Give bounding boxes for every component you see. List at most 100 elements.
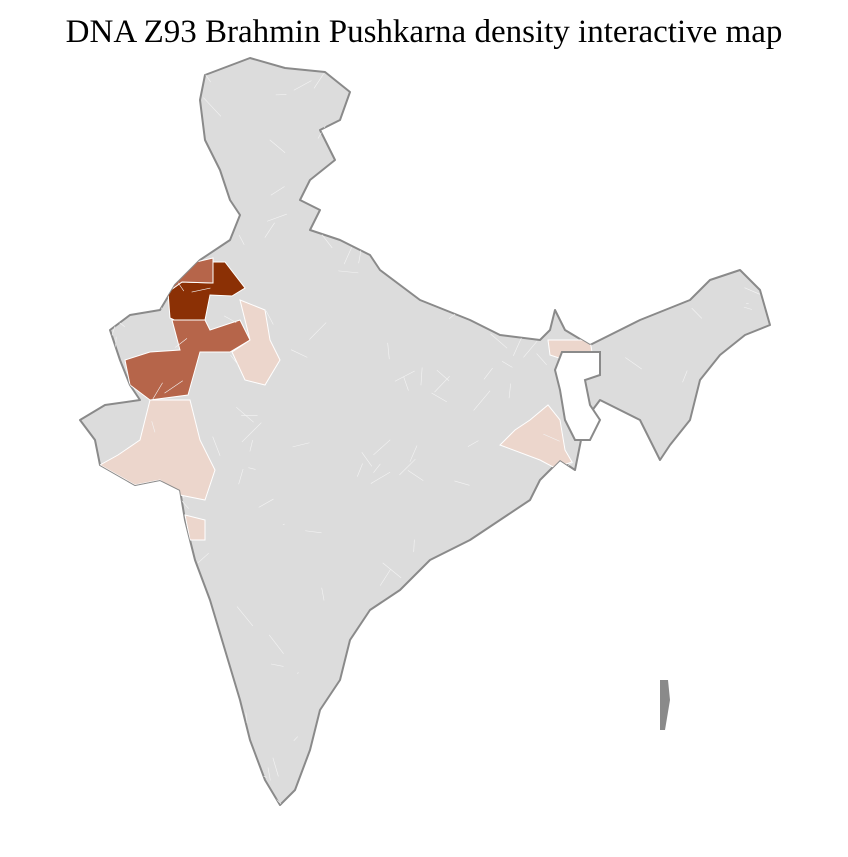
- district-line: [403, 603, 414, 624]
- district-line: [558, 63, 574, 72]
- district-line: [382, 562, 402, 579]
- district-line: [269, 634, 284, 654]
- district-line: [632, 70, 635, 79]
- district-line: [364, 110, 382, 128]
- india-outline[interactable]: [79, 57, 771, 806]
- district-line: [428, 586, 441, 604]
- district-line: [461, 802, 468, 805]
- district-line: [399, 458, 416, 476]
- region-low-konkan[interactable]: [184, 514, 206, 541]
- district-line: [384, 686, 388, 690]
- district-line: [236, 606, 254, 627]
- district-line: [513, 337, 522, 357]
- district-line: [613, 579, 627, 590]
- district-line: [270, 186, 285, 196]
- district-line: [113, 368, 121, 376]
- district-line: [490, 333, 508, 349]
- district-line: [82, 783, 88, 794]
- region-low-east-raj[interactable]: [231, 299, 281, 386]
- district-line: [147, 204, 160, 220]
- district-line: [550, 177, 553, 179]
- district-line: [625, 357, 643, 370]
- district-line: [230, 354, 239, 365]
- district-line: [223, 315, 237, 323]
- district-line: [238, 468, 244, 485]
- district-line: [513, 550, 527, 563]
- district-line: [629, 269, 637, 287]
- district-line: [518, 58, 539, 67]
- district-line: [345, 117, 348, 128]
- district-line: [80, 236, 90, 245]
- district-line: [367, 737, 381, 751]
- district-line: [520, 237, 532, 245]
- district-line: [455, 668, 470, 684]
- district-line: [513, 237, 516, 251]
- district-line: [649, 502, 653, 521]
- district-line: [436, 369, 450, 381]
- district-line: [724, 524, 736, 533]
- district-line: [764, 335, 770, 352]
- district-line: [168, 587, 184, 607]
- bangladesh-gap: [553, 351, 602, 441]
- district-line: [407, 470, 424, 481]
- district-line: [497, 126, 514, 135]
- district-line: [296, 672, 299, 674]
- district-line: [531, 711, 543, 726]
- district-line: [522, 169, 540, 172]
- district-line: [747, 406, 767, 421]
- district-line: [394, 370, 415, 382]
- district-line: [264, 222, 275, 238]
- district-line: [212, 436, 221, 456]
- district-line: [191, 287, 211, 293]
- district-line: [373, 439, 391, 456]
- andaman-islands: [660, 680, 670, 730]
- region-medium-west[interactable]: [124, 319, 251, 401]
- district-line: [175, 338, 188, 348]
- district-line: [573, 671, 593, 683]
- district-line: [233, 764, 240, 769]
- district-line: [390, 229, 402, 233]
- district-line: [501, 361, 513, 368]
- district-line: [373, 146, 377, 153]
- map-title: DNA Z93 Brahmin Pushkarna density intera…: [65, 14, 783, 50]
- district-line: [646, 614, 664, 634]
- district-line: [673, 623, 677, 640]
- district-line: [269, 139, 286, 153]
- district-line: [417, 138, 420, 150]
- district-line: [744, 287, 760, 295]
- district-line: [210, 701, 212, 703]
- district-line: [756, 647, 770, 660]
- district-line: [113, 180, 130, 185]
- district-line: [654, 190, 662, 195]
- district-line: [122, 160, 138, 169]
- district-line: [534, 225, 555, 228]
- district-line: [431, 392, 448, 403]
- district-line: [357, 463, 363, 477]
- district-line: [399, 712, 403, 715]
- district-line: [271, 663, 284, 667]
- district-line: [83, 492, 95, 499]
- district-line: [177, 282, 185, 292]
- district-line: [483, 203, 493, 221]
- district-line: [544, 58, 546, 63]
- district-line: [321, 234, 333, 249]
- district-line: [679, 435, 692, 440]
- district-line: [682, 370, 688, 383]
- district-line: [697, 563, 704, 574]
- district-line: [420, 367, 423, 386]
- district-line: [578, 179, 594, 194]
- district-line: [379, 568, 392, 586]
- district-line: [248, 467, 256, 470]
- district-line: [653, 228, 672, 243]
- district-line: [338, 270, 359, 274]
- district-line: [439, 718, 459, 739]
- district-line: [414, 674, 418, 693]
- district-line: [746, 510, 754, 518]
- district-line: [715, 207, 733, 219]
- district-line: [343, 247, 352, 265]
- district-line: [405, 238, 417, 249]
- district-line: [373, 463, 381, 473]
- district-line: [173, 602, 178, 622]
- district-line: [737, 58, 746, 62]
